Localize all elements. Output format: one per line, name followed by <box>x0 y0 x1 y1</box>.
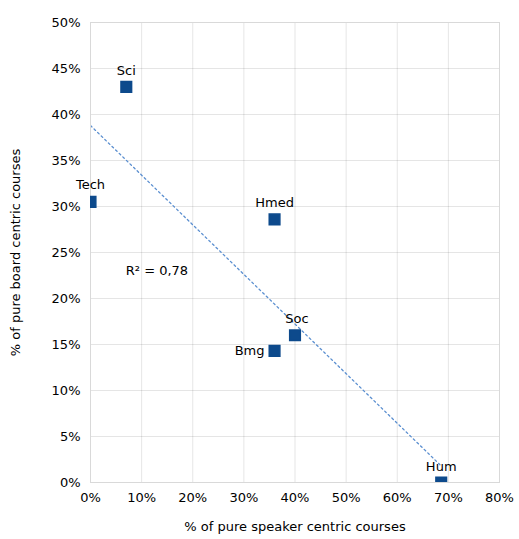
svg-text:40%: 40% <box>281 490 310 505</box>
svg-text:50%: 50% <box>332 490 361 505</box>
svg-text:10%: 10% <box>127 490 156 505</box>
svg-text:0%: 0% <box>60 475 81 490</box>
svg-text:20%: 20% <box>52 291 81 306</box>
svg-text:60%: 60% <box>383 490 412 505</box>
svg-text:30%: 30% <box>229 490 258 505</box>
svg-text:R² = 0,78: R² = 0,78 <box>126 263 188 278</box>
svg-text:15%: 15% <box>52 337 81 352</box>
svg-text:70%: 70% <box>434 490 463 505</box>
svg-text:35%: 35% <box>52 153 81 168</box>
svg-text:% of pure board centric course: % of pure board centric courses <box>8 149 23 357</box>
svg-text:Tech: Tech <box>75 177 105 192</box>
svg-text:Hum: Hum <box>426 459 457 474</box>
svg-text:0%: 0% <box>80 490 101 505</box>
svg-text:25%: 25% <box>52 245 81 260</box>
svg-text:20%: 20% <box>178 490 207 505</box>
svg-text:Bmg: Bmg <box>235 343 265 358</box>
svg-text:40%: 40% <box>52 107 81 122</box>
svg-text:10%: 10% <box>52 383 81 398</box>
svg-text:% of pure speaker centric cour: % of pure speaker centric courses <box>184 519 406 534</box>
svg-text:Sci: Sci <box>117 63 136 78</box>
svg-text:Hmed: Hmed <box>255 195 294 210</box>
svg-text:Soc: Soc <box>285 311 308 326</box>
svg-text:5%: 5% <box>60 429 81 444</box>
svg-text:30%: 30% <box>52 199 81 214</box>
svg-text:50%: 50% <box>52 15 81 30</box>
svg-text:45%: 45% <box>52 61 81 76</box>
svg-text:80%: 80% <box>485 490 514 505</box>
